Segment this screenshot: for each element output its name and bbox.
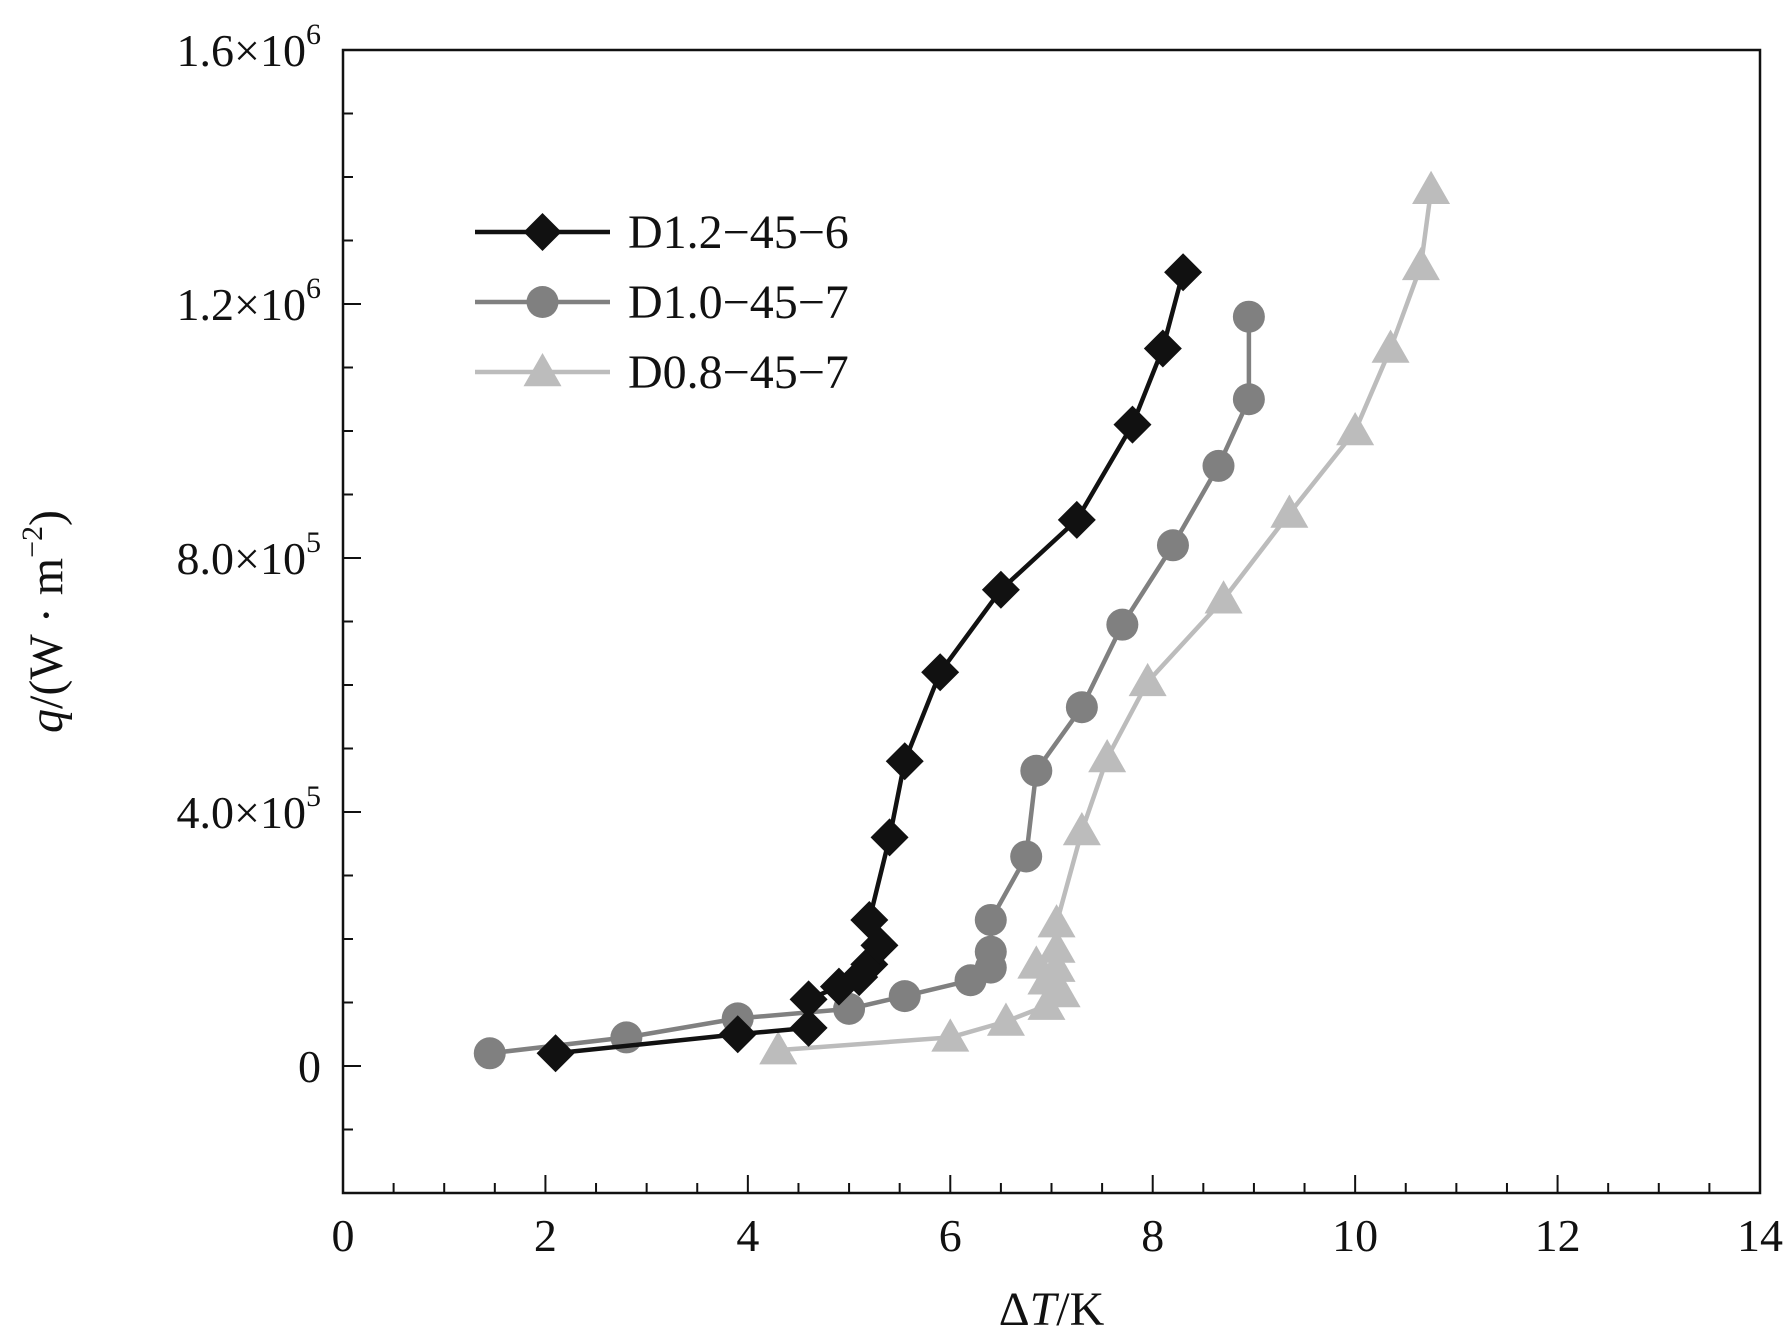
x-tick-label: 2 <box>534 1210 557 1261</box>
data-point <box>1270 494 1309 528</box>
legend-marker <box>526 286 559 318</box>
y-axis-title: q/(W · m−2) <box>16 510 73 733</box>
data-point <box>1401 246 1440 281</box>
data-point <box>1412 170 1451 204</box>
legend-item: D1.2−45−6 <box>475 206 849 259</box>
data-point <box>718 1015 757 1054</box>
data-point <box>1037 904 1076 938</box>
x-tick-label: 4 <box>736 1210 759 1261</box>
y-tick-label: 4.0×105 <box>177 780 321 838</box>
data-point <box>1020 754 1053 787</box>
data-point <box>1164 253 1203 292</box>
data-point <box>1371 329 1410 363</box>
series-diamond <box>536 253 1203 1073</box>
data-point <box>473 1037 506 1070</box>
x-axis-title-variable: T <box>1030 1283 1060 1336</box>
y-tick-label: 1.6×106 <box>177 18 321 76</box>
x-tick-label: 10 <box>1332 1210 1378 1261</box>
legend-marker <box>523 353 562 387</box>
legend-item: D0.8−45−7 <box>475 346 849 399</box>
legend-label: D1.0−45−7 <box>628 276 849 329</box>
data-point <box>1156 529 1189 562</box>
data-point <box>981 570 1020 609</box>
ticks-layer: 0 2 4 6 8 10 12 14 0 4.0×105 8.0×105 1.2×106 1.6×106 <box>177 18 1783 1261</box>
data-point <box>974 935 1007 968</box>
data-point <box>1065 691 1098 724</box>
data-point <box>1017 945 1056 979</box>
x-axis-title: ΔT/K <box>999 1283 1105 1336</box>
data-point <box>789 980 828 1019</box>
x-axis-title-unit: /K <box>1056 1283 1104 1336</box>
data-point <box>870 818 909 857</box>
legend-item: D1.0−45−7 <box>475 276 849 329</box>
data-point <box>888 980 921 1013</box>
x-tick-label: 14 <box>1737 1210 1783 1261</box>
series-layer <box>473 170 1451 1073</box>
data-point <box>789 1008 828 1047</box>
y-axis-title-unit: /(W · m <box>20 558 73 709</box>
data-point <box>1088 739 1127 773</box>
data-point <box>1010 840 1043 873</box>
data-point <box>1202 449 1235 482</box>
y-axis-title-superscript: −2 <box>16 526 49 558</box>
x-tick-label: 0 <box>332 1210 355 1261</box>
data-point <box>1232 300 1265 333</box>
x-axis-title-prefix: Δ <box>999 1283 1030 1336</box>
series-triangle <box>759 170 1451 1065</box>
legend-label: D0.8−45−7 <box>628 346 849 399</box>
legend-marker <box>523 213 562 251</box>
x-tick-label: 6 <box>939 1210 962 1261</box>
data-point <box>931 1018 970 1052</box>
x-tick-label: 8 <box>1141 1210 1164 1261</box>
legend: D1.2−45−6 D1.0−45−7 D0.8−45−7 <box>475 206 849 399</box>
data-point <box>1336 412 1375 446</box>
data-point <box>1232 383 1265 416</box>
data-point <box>921 653 960 692</box>
data-point <box>974 903 1007 936</box>
data-point <box>759 1031 798 1065</box>
data-point <box>1057 500 1096 539</box>
data-point <box>1143 329 1182 368</box>
data-point <box>850 900 889 939</box>
x-tick-label: 12 <box>1535 1210 1581 1261</box>
data-point <box>1113 405 1152 444</box>
y-axis-title-variable: q <box>20 709 73 733</box>
data-point <box>536 1034 575 1073</box>
y-axis-title-close: ) <box>20 510 73 526</box>
y-tick-label: 8.0×105 <box>177 526 321 584</box>
data-point <box>1128 662 1167 697</box>
data-point <box>1106 608 1139 641</box>
data-point <box>885 742 924 781</box>
data-point <box>986 1002 1025 1036</box>
y-tick-label: 1.2×106 <box>177 272 321 330</box>
y-tick-label: 0 <box>298 1041 321 1092</box>
legend-label: D1.2−45−6 <box>628 206 849 259</box>
data-point <box>1037 929 1076 963</box>
data-point <box>1062 812 1101 846</box>
data-point <box>1204 580 1243 614</box>
